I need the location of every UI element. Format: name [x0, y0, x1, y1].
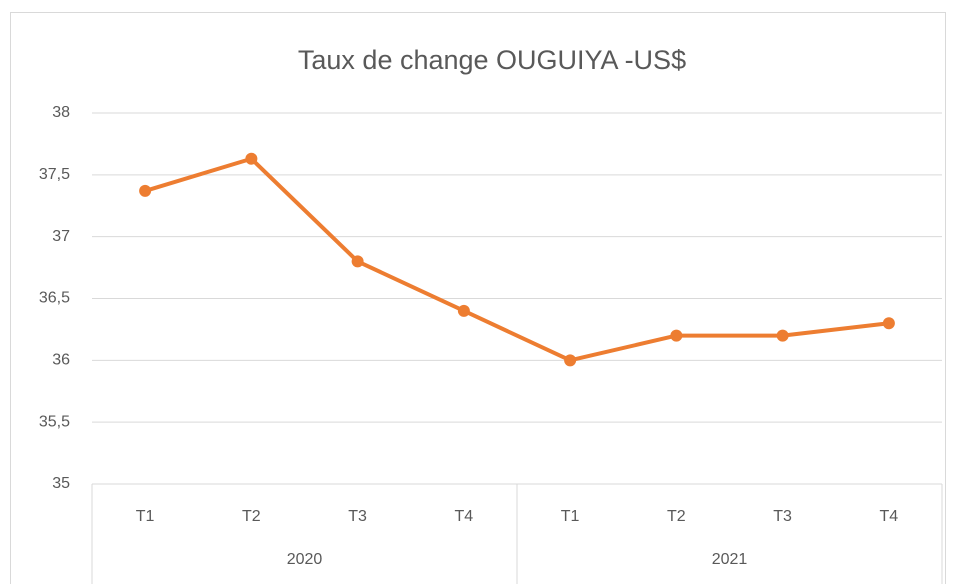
marker	[351, 255, 364, 268]
y-tick-label: 35	[52, 475, 70, 492]
group-label: 2021	[712, 551, 748, 568]
y-tick-label: 35,5	[39, 413, 70, 430]
y-tick-label: 38	[52, 104, 70, 121]
x-tick-label: T3	[773, 508, 792, 525]
x-tick-label: T3	[348, 508, 367, 525]
marker	[457, 304, 470, 317]
marker	[245, 152, 258, 165]
x-tick-label: T2	[242, 508, 261, 525]
y-tick-label: 36	[52, 352, 70, 369]
marker	[670, 329, 683, 342]
x-tick-label: T1	[561, 508, 580, 525]
line	[144, 156, 890, 363]
x-tick-label: T4	[880, 508, 899, 525]
y-tick-label: 37,5	[39, 166, 70, 183]
y-tick-label: 36,5	[39, 290, 70, 307]
group-label: 2020	[287, 551, 323, 568]
marker	[564, 354, 577, 367]
x-tick-label: T1	[136, 508, 155, 525]
marker	[776, 329, 789, 342]
marker	[139, 184, 152, 197]
marker	[882, 317, 895, 330]
y-tick-label: 37	[52, 228, 70, 245]
x-tick-label: T2	[667, 508, 686, 525]
chart-title: Taux de change OUGUIYA -US$	[298, 45, 686, 75]
x-tick-label: T4	[455, 508, 474, 525]
